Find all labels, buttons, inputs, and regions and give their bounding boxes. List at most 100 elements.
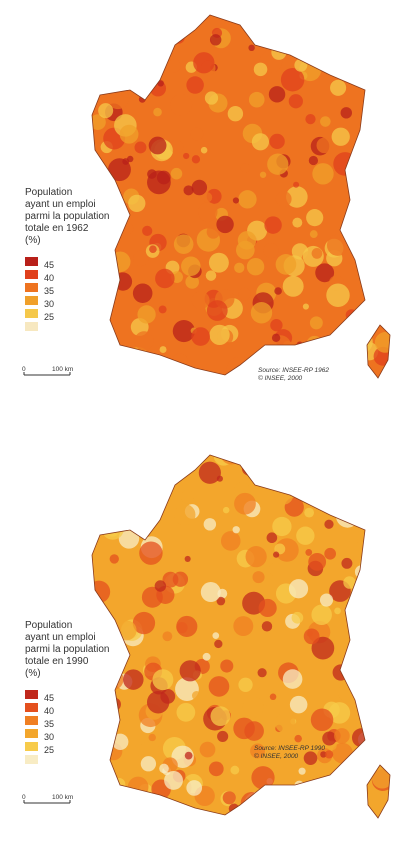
density-blob — [330, 79, 347, 96]
density-blob — [251, 133, 270, 151]
density-blob — [99, 182, 113, 195]
legend-swatch — [25, 270, 38, 279]
density-blob — [100, 457, 114, 472]
density-blob — [96, 695, 105, 703]
density-blob — [216, 518, 225, 527]
density-blob — [273, 551, 280, 558]
density-blob — [241, 461, 257, 476]
density-blob — [147, 170, 171, 195]
density-blob — [154, 580, 167, 592]
legend-title: Population — [25, 620, 72, 631]
source-note: Source: INSEE-RP 1962 — [258, 367, 329, 374]
density-blob — [311, 636, 335, 660]
density-blob — [128, 194, 146, 213]
density-blob — [294, 780, 305, 791]
density-blob — [345, 309, 358, 321]
source-note: © INSEE, 2000 — [254, 752, 299, 760]
density-blob — [291, 611, 304, 624]
density-blob — [183, 152, 190, 160]
density-blob — [98, 770, 105, 777]
density-blob — [209, 34, 222, 46]
density-blob — [344, 781, 364, 801]
density-blob — [191, 291, 210, 310]
density-blob — [306, 335, 323, 353]
density-blob — [95, 750, 110, 765]
source-note: Source: INSEE-RP 1990 — [254, 745, 325, 752]
density-blob — [206, 225, 220, 239]
density-blob — [127, 776, 149, 798]
density-blob — [357, 676, 377, 696]
density-blob — [233, 616, 254, 637]
density-blob — [148, 733, 156, 742]
density-blob — [157, 80, 164, 87]
density-blob — [155, 268, 175, 289]
density-blob — [275, 254, 297, 275]
density-blob — [326, 234, 349, 256]
density-blob — [252, 571, 265, 584]
legend-label: 40 — [44, 273, 54, 283]
density-blob — [172, 31, 185, 44]
density-blob — [132, 250, 149, 267]
density-blob — [349, 536, 358, 546]
density-blob — [234, 492, 256, 515]
density-blob — [358, 69, 369, 80]
density-blob — [267, 153, 289, 175]
density-blob — [150, 491, 163, 504]
density-blob — [92, 336, 110, 354]
density-blob — [238, 190, 257, 209]
density-blob — [92, 345, 102, 357]
density-blob — [170, 167, 183, 180]
density-blob — [92, 580, 111, 604]
density-blob — [367, 215, 385, 233]
density-blob — [135, 470, 147, 483]
density-blob — [248, 44, 255, 52]
density-blob — [167, 59, 181, 73]
density-blob — [320, 458, 329, 467]
legend-title: totale en 1990 — [25, 656, 89, 667]
density-blob — [222, 506, 230, 514]
density-blob — [92, 178, 108, 195]
density-blob — [158, 305, 167, 314]
density-blob — [173, 367, 198, 378]
density-blob — [337, 683, 356, 702]
density-blob — [157, 455, 175, 459]
legend-title: parmi la population — [25, 211, 110, 222]
density-blob — [198, 461, 221, 484]
density-blob — [324, 750, 334, 759]
density-blob — [282, 340, 293, 351]
density-blob — [359, 19, 369, 29]
density-blob — [134, 331, 154, 351]
density-blob — [304, 507, 315, 518]
density-blob — [322, 731, 337, 746]
density-blob — [352, 26, 364, 38]
density-blob — [366, 723, 385, 742]
density-blob — [180, 490, 194, 504]
density-blob — [301, 455, 311, 458]
density-blob — [217, 730, 229, 742]
density-blob — [244, 721, 264, 741]
density-blob — [288, 794, 308, 814]
density-blob — [212, 632, 220, 639]
legend-swatch — [25, 690, 38, 699]
density-blob — [123, 669, 144, 690]
density-blob — [347, 41, 369, 63]
density-blob — [139, 541, 163, 565]
density-blob — [114, 347, 130, 363]
density-blob — [309, 480, 331, 502]
density-blob — [135, 84, 144, 93]
density-blob — [92, 236, 96, 247]
density-blob — [341, 46, 352, 58]
density-blob — [109, 24, 125, 40]
density-blob — [315, 263, 335, 283]
density-blob — [257, 668, 267, 678]
density-blob — [206, 300, 228, 321]
density-blob — [243, 804, 266, 818]
legend-label: 25 — [44, 312, 54, 322]
density-blob — [356, 476, 369, 489]
legend-title: (%) — [25, 235, 41, 246]
density-blob — [208, 761, 224, 777]
density-blob — [112, 733, 129, 751]
density-blob — [345, 798, 370, 818]
scale-end: 100 km — [52, 794, 73, 801]
legend-swatch — [25, 296, 38, 305]
